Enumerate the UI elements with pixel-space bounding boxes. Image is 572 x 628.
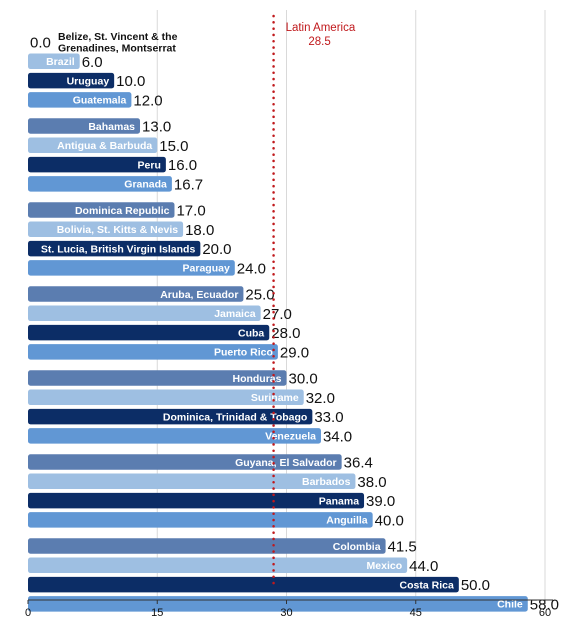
bar-value-label: 18.0 — [185, 222, 214, 239]
bar-value-label: 58.0 — [530, 596, 559, 613]
x-axis: 0 15 30 45 60 — [25, 599, 553, 619]
grid-lines — [156, 10, 546, 600]
bar — [28, 473, 356, 490]
x-tick-label: 30 — [280, 607, 292, 619]
bar-category-label: Honduras — [232, 373, 281, 385]
bar — [28, 137, 158, 154]
bar-category-label: Guyana, El Salvador — [235, 457, 337, 469]
bar-value-label: 6.0 — [82, 54, 103, 71]
bar — [28, 538, 386, 554]
x-tick-label: 45 — [410, 607, 422, 619]
bar-value-label: 32.0 — [306, 390, 335, 407]
bar-value-label: 13.0 — [142, 119, 171, 136]
reference-line-label: Latin America — [286, 22, 356, 34]
bar — [28, 53, 80, 70]
bar — [28, 596, 528, 612]
bar — [28, 72, 115, 89]
bar-category-label: Panama — [319, 495, 359, 507]
x-tick-label: 60 — [539, 607, 551, 619]
bar — [28, 428, 321, 444]
bar — [28, 286, 244, 302]
bar-category-label: Granada — [124, 179, 167, 191]
bar — [28, 118, 141, 134]
bar-value-label: 38.0 — [357, 474, 386, 491]
bar-value-label: 15.0 — [159, 138, 188, 155]
bar — [28, 305, 261, 322]
bar — [28, 260, 235, 276]
bar-category-label: Brazil — [46, 56, 75, 68]
bar-category-label: Venezuela — [265, 431, 316, 443]
bar-category-label: Dominica, Trinidad & Tobago — [163, 411, 307, 423]
bar-category-label: Uruguay — [67, 75, 110, 87]
bar-value-label: 20.0 — [202, 241, 231, 258]
bar-value-label: 24.0 — [237, 260, 266, 277]
bar — [28, 324, 270, 341]
bar-value-label: 44.0 — [409, 558, 438, 575]
bar — [28, 202, 175, 218]
bar — [28, 240, 201, 257]
bar-category-label: Barbados — [302, 476, 351, 488]
bar-value-label: 25.0 — [245, 287, 274, 304]
bar — [28, 156, 166, 173]
bar-value-label: 36.4 — [344, 455, 373, 472]
bar-value-label: 33.0 — [314, 409, 343, 426]
bar-value-label: 27.0 — [263, 306, 292, 323]
bar-value-label: 40.0 — [375, 512, 404, 529]
bar-value-label: 28.0 — [271, 325, 300, 342]
bar — [28, 557, 408, 574]
bar-value-label: 50.0 — [461, 577, 490, 594]
bar-category-label: Colombia — [333, 541, 381, 553]
x-tick-label: 0 — [25, 607, 31, 619]
bar-category-label: Antigua & Barbuda — [57, 140, 152, 152]
bar-value-label: 10.0 — [116, 73, 145, 90]
bar-category-label: Peru — [138, 159, 161, 171]
bar — [28, 408, 313, 425]
bar-value-label: 30.0 — [289, 371, 318, 388]
bar — [28, 492, 365, 509]
bar — [28, 512, 373, 528]
bar — [28, 176, 172, 192]
bar-value-label: 34.0 — [323, 428, 352, 445]
bar-category-label: Aruba, Ecuador — [160, 289, 238, 301]
bar — [28, 389, 304, 406]
bar-value-label: 12.0 — [133, 92, 162, 109]
bar — [28, 370, 287, 386]
bar-value-label: 16.7 — [174, 176, 203, 193]
bar — [28, 576, 459, 593]
bar-category-label: Bolivia, St. Kitts & Nevis — [57, 224, 179, 236]
bar-value-label: 0.0 — [30, 35, 51, 52]
bar-category-label: Dominica Republic — [75, 205, 170, 217]
bar-value-label: 17.0 — [176, 203, 205, 220]
reference-line-value: 28.5 — [308, 36, 330, 48]
bar-value-label: 29.0 — [280, 344, 309, 361]
bar-category-label: Mexico — [367, 560, 403, 572]
bar-value-label: 41.5 — [388, 539, 417, 556]
reference-line: Latin America 28.5 — [272, 14, 356, 590]
bar-category-label: Chile — [497, 599, 523, 611]
bar — [28, 344, 278, 360]
bar-category-label: Jamaica — [214, 308, 256, 320]
bar-category-label: Belize, St. Vincent & the Grenadines, Mon… — [58, 31, 178, 55]
bar-category-label: Guatemala — [73, 95, 127, 107]
bar — [28, 454, 342, 470]
x-tick-label: 15 — [151, 607, 163, 619]
bar-value-label: 16.0 — [168, 157, 197, 174]
bar-category-label: Suriname — [251, 392, 299, 404]
bar — [28, 92, 132, 108]
bar-category-label: Cuba — [238, 327, 264, 339]
bar-category-label: Paraguay — [183, 263, 230, 275]
bar-value-label: 39.0 — [366, 493, 395, 510]
bars: Belize, St. Vincent & the Grenadines, Mon… — [28, 31, 559, 613]
bar-category-label: Anguilla — [326, 515, 368, 527]
bar-category-label: St. Lucia, British Virgin Islands — [41, 243, 196, 255]
bar — [28, 221, 184, 238]
bar-category-label: Bahamas — [88, 121, 135, 133]
bar-category-label: Costa Rica — [400, 579, 454, 591]
bar-category-label: Puerto Rico — [214, 347, 273, 359]
